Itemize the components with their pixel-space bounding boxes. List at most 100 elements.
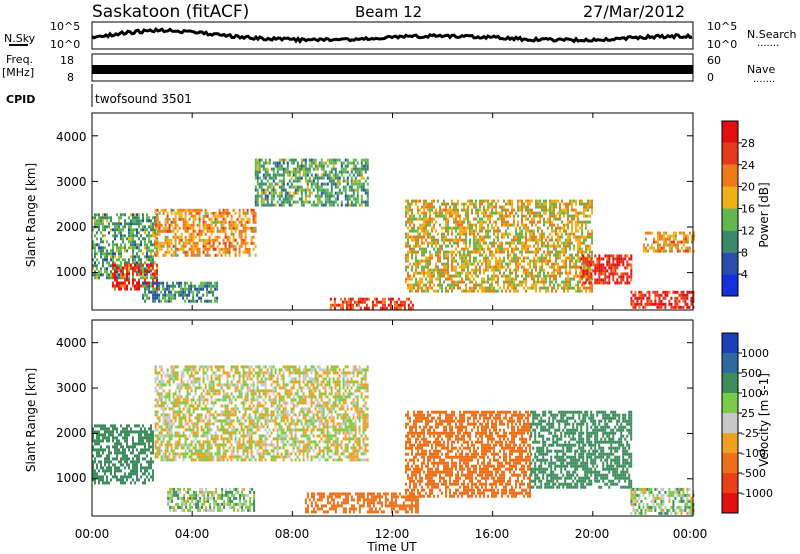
power-cell — [329, 303, 332, 307]
power-cell — [608, 260, 611, 264]
power-cell — [531, 238, 533, 242]
power-cell — [499, 256, 501, 260]
power-cell — [473, 247, 475, 251]
power-cell — [206, 214, 209, 218]
power-cell — [254, 229, 257, 233]
power-cell — [473, 223, 475, 227]
power-cell — [660, 305, 663, 309]
vel-cell — [174, 443, 177, 447]
power-cell — [176, 208, 179, 212]
vel-cell — [178, 440, 181, 444]
power-cell — [314, 182, 317, 186]
power-cell — [220, 229, 223, 233]
vel-cell — [160, 374, 163, 378]
power-cell — [463, 208, 465, 212]
power-cell — [565, 277, 567, 281]
power-cell — [122, 258, 124, 262]
power-cell — [469, 277, 471, 281]
power-cell — [164, 253, 167, 257]
power-cell — [112, 261, 114, 265]
power-cell — [433, 235, 435, 239]
power-cell — [340, 170, 343, 174]
power-cell — [286, 164, 289, 168]
power-cell — [523, 271, 525, 275]
power-cell — [543, 274, 545, 278]
power-cell — [417, 241, 419, 245]
power-cell — [584, 269, 587, 273]
power-cell — [483, 208, 485, 212]
power-cell — [282, 167, 285, 171]
power-cell — [156, 226, 159, 230]
power-cell — [445, 250, 447, 254]
power-cell — [174, 293, 177, 297]
power-cell — [196, 241, 199, 245]
power-cell — [266, 194, 269, 198]
power-cell — [573, 262, 575, 266]
power-cell — [447, 289, 449, 293]
power-cell — [142, 213, 144, 217]
vel-cell — [114, 451, 116, 455]
power-cell — [626, 260, 629, 264]
power-cell — [280, 188, 283, 192]
power-cell — [180, 247, 183, 251]
vel-cell — [190, 452, 193, 456]
power-cell — [443, 238, 445, 242]
power-cell — [186, 241, 189, 245]
power-cell — [174, 223, 177, 227]
power-cell — [567, 205, 569, 209]
power-cell — [128, 258, 130, 262]
power-cell — [608, 272, 611, 276]
vel-cell — [146, 430, 148, 434]
power-cell — [411, 226, 413, 230]
power-cell — [360, 185, 363, 189]
power-cell — [517, 220, 519, 224]
power-cell — [499, 214, 501, 218]
power-cell — [216, 217, 219, 221]
power-cell — [286, 191, 289, 195]
power-cell — [136, 261, 138, 265]
power-cell — [577, 265, 579, 269]
vel-cell — [174, 452, 177, 456]
power-cell — [170, 229, 173, 233]
power-cell — [527, 202, 529, 206]
power-cell — [298, 164, 301, 168]
power-cell — [435, 265, 437, 269]
power-cell — [174, 247, 177, 251]
power-cell — [517, 259, 519, 263]
power-cell — [250, 235, 253, 239]
power-cell — [419, 232, 421, 236]
power-cell — [164, 296, 167, 300]
power-cell — [110, 219, 112, 223]
power-cell — [471, 250, 473, 254]
power-cell — [118, 231, 120, 235]
power-cell — [529, 274, 531, 278]
power-cell — [306, 182, 309, 186]
power-cell — [140, 222, 142, 226]
power-cell — [559, 268, 561, 272]
power-cell — [350, 167, 353, 171]
vel-cell — [156, 446, 159, 450]
power-cell — [616, 272, 619, 276]
power-cell — [156, 232, 159, 236]
power-cell — [150, 281, 153, 285]
power-cell — [429, 220, 431, 224]
power-cell — [108, 222, 110, 226]
power-cell — [453, 211, 455, 215]
power-cell — [152, 290, 155, 294]
power-cell — [563, 250, 565, 254]
vel-cell — [136, 448, 138, 452]
power-cell — [427, 271, 429, 275]
power-cell — [334, 161, 337, 165]
power-cell — [591, 241, 593, 245]
power-cell — [519, 232, 521, 236]
power-cell — [212, 214, 215, 218]
power-cell — [401, 303, 404, 307]
power-cell — [485, 232, 487, 236]
power-cell — [132, 234, 134, 238]
vel-cell — [124, 466, 126, 470]
vel-cell — [144, 448, 146, 452]
power-cell — [589, 244, 591, 248]
power-cell — [407, 205, 409, 209]
power-cell — [152, 225, 154, 229]
power-cell — [589, 268, 591, 272]
